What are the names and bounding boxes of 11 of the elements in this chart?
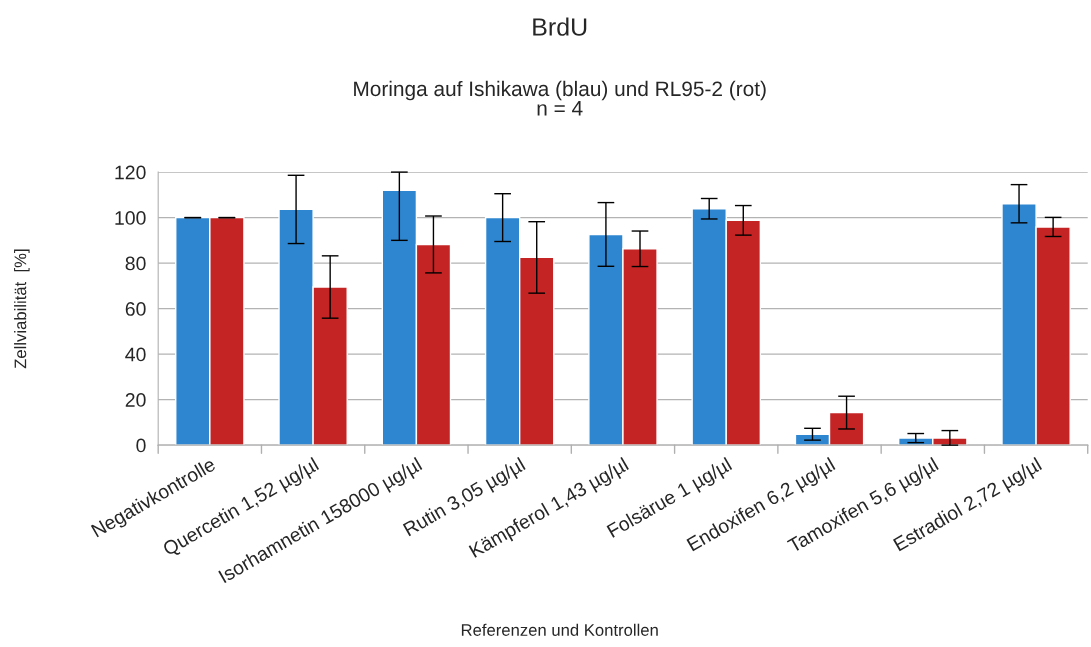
y-tick-label: 120 [115, 165, 146, 180]
y-tick-label: 60 [125, 302, 146, 316]
y-tick-label: 80 [125, 256, 146, 271]
x-axis-title: Referenzen und Kontrollen [461, 623, 658, 636]
chart-subtitle: Moringa auf Ishikawa (blau) und RL95-2 (rot) n = 4 [354, 80, 766, 116]
y-axis-title: Zellviabilität [%] [14, 249, 30, 369]
y-tick-label: 40 [125, 347, 146, 362]
chart-title: BrdU [533, 17, 587, 36]
y-tick-label: 0 [136, 438, 146, 453]
y-tick-label: 20 [125, 393, 146, 407]
y-tick-label: 100 [115, 211, 146, 225]
